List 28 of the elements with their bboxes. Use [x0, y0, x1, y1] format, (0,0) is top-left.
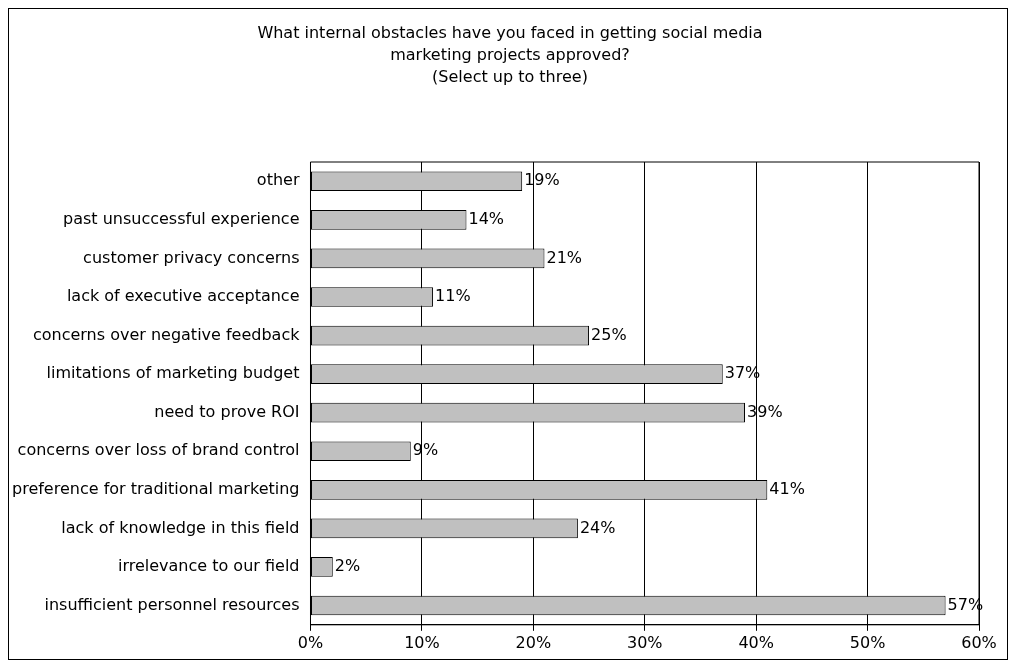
data-label: 21% [546, 247, 583, 267]
x-tick-label: 0% [297, 632, 324, 652]
data-label: 24% [579, 517, 616, 537]
x-tick-label: 50% [849, 632, 886, 652]
y-tick-label: past unsuccessful experience [62, 209, 300, 229]
data-label: 14% [468, 209, 505, 229]
chart-title: What internal obstacles have you faced in getting social media marketing projects approved? [256, 22, 764, 66]
x-tick-label: 60% [961, 632, 997, 652]
x-tick-label: 20% [515, 632, 552, 652]
y-tick-label: preference for traditional marketing [11, 478, 300, 498]
y-tick-label: limitations of marketing budget [46, 363, 300, 383]
x-tick-label: 40% [738, 632, 774, 652]
y-tick-label: lack of knowledge in this field [61, 517, 300, 537]
y-tick-label: irrelevance to our field [117, 556, 300, 576]
x-tick-label: 30% [626, 632, 663, 652]
y-tick-label: other [256, 170, 300, 190]
data-label: 2% [334, 556, 361, 576]
y-tick-label: lack of executive acceptance [66, 286, 300, 306]
y-tick-label: concerns over loss of brand control [17, 440, 300, 460]
data-label: 25% [591, 324, 627, 344]
chart-subtitle: (Select up to three) [431, 66, 589, 88]
y-tick-label: customer privacy concerns [83, 247, 300, 267]
data-label: 11% [435, 286, 471, 306]
y-tick-label: insufficient personnel resources [44, 594, 300, 614]
y-tick-label: concerns over negative feedback [32, 324, 301, 344]
x-tick-label: 10% [404, 632, 440, 652]
data-label: 41% [769, 478, 805, 498]
y-tick-label: need to prove ROI [154, 401, 300, 421]
